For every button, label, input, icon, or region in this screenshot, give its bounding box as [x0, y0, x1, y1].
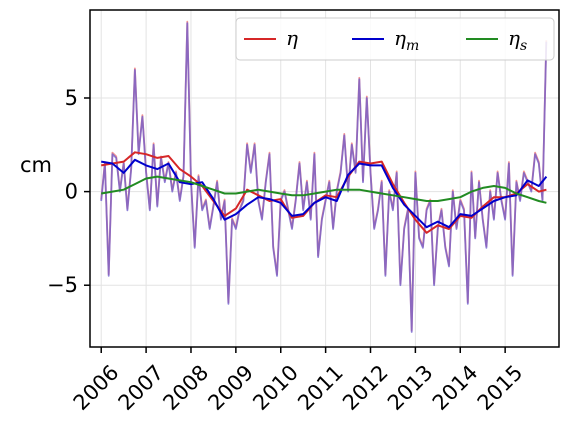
series-line	[101, 175, 547, 204]
x-tick-label: 2014	[428, 360, 483, 415]
x-tick-label: 2009	[203, 360, 258, 415]
y-tick-label: 0	[65, 180, 78, 204]
legend-box	[235, 17, 555, 61]
x-tick-label: 2012	[338, 360, 393, 415]
x-tick-label: 2013	[383, 360, 438, 415]
x-tick-label: 2011	[293, 360, 348, 415]
y-axis: −5 0 5	[47, 86, 90, 297]
x-tick-label: 2010	[248, 360, 303, 415]
grid	[90, 10, 559, 347]
plot-background	[90, 10, 559, 347]
legend-label: η	[286, 26, 298, 50]
y-tick-label: 5	[65, 86, 78, 110]
x-tick-label: 2006	[69, 360, 124, 415]
x-tick-label: 2007	[114, 360, 169, 415]
legend: η ηm ηs	[235, 17, 555, 61]
y-axis-label: cm	[20, 153, 52, 177]
smooth-series	[101, 151, 548, 234]
x-tick-label: 2008	[158, 360, 213, 415]
x-tick-label: 2015	[473, 360, 528, 415]
series-line	[101, 158, 548, 229]
y-tick-label: −5	[47, 273, 78, 297]
plot-frame	[89, 9, 560, 348]
